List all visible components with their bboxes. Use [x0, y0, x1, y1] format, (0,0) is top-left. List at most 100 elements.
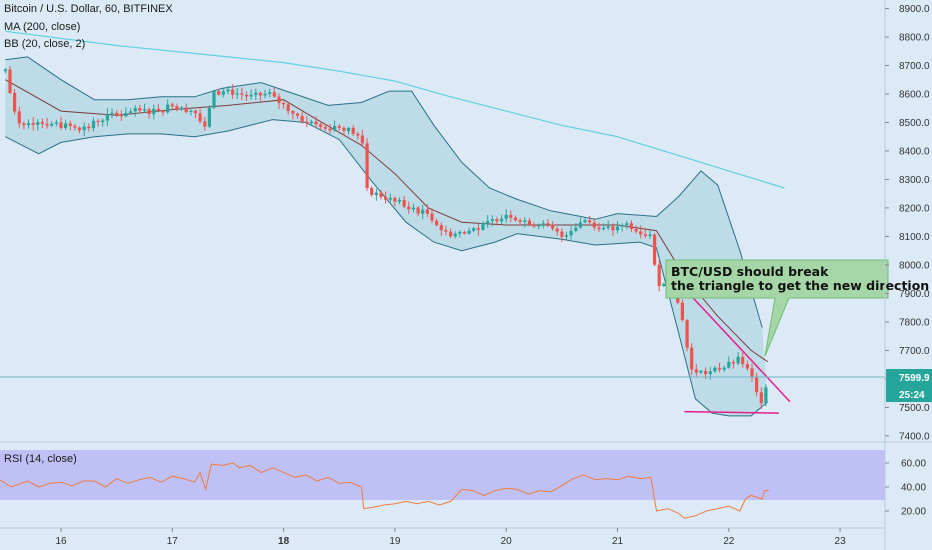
candle-body[interactable] [36, 122, 40, 125]
candle-body[interactable] [323, 127, 327, 129]
candle-body[interactable] [370, 188, 374, 195]
candle-body[interactable] [342, 127, 346, 131]
time-axis[interactable]: 16 17 18 19 20 21 22 23 [55, 528, 846, 547]
candle-body[interactable] [722, 367, 726, 370]
candle-body[interactable] [708, 371, 712, 375]
candle-body[interactable] [523, 220, 527, 222]
candle-body[interactable] [606, 226, 610, 228]
candle-body[interactable] [212, 91, 216, 108]
candle-body[interactable] [504, 214, 508, 219]
candle-body[interactable] [643, 234, 647, 236]
candle-body[interactable] [569, 231, 573, 236]
candle-body[interactable] [625, 223, 629, 225]
candle-body[interactable] [119, 114, 123, 117]
legend-rsi[interactable]: RSI (14, close) [4, 453, 77, 465]
candle-body[interactable] [444, 230, 448, 232]
candle-body[interactable] [161, 110, 165, 113]
candle-body[interactable] [634, 229, 638, 232]
candle-body[interactable] [425, 209, 429, 214]
candle-body[interactable] [560, 231, 564, 237]
candle-body[interactable] [50, 123, 54, 126]
candle-body[interactable] [685, 320, 689, 348]
candle-body[interactable] [657, 264, 661, 286]
candle-body[interactable] [96, 120, 100, 122]
candle-body[interactable] [602, 228, 606, 230]
candle-body[interactable] [759, 392, 763, 404]
rsi-axis[interactable]: 60.00 40.00 20.00 [885, 459, 926, 518]
candle-body[interactable] [8, 69, 12, 93]
candle-body[interactable] [764, 387, 768, 404]
candle-body[interactable] [13, 92, 17, 112]
candle-body[interactable] [68, 123, 72, 126]
candle-body[interactable] [476, 228, 480, 230]
candle-body[interactable] [180, 107, 184, 110]
candle-body[interactable] [207, 107, 211, 127]
candle-body[interactable] [156, 108, 160, 111]
candle-body[interactable] [653, 234, 657, 265]
candle-body[interactable] [384, 197, 388, 200]
candle-body[interactable] [101, 120, 105, 123]
candle-body[interactable] [741, 356, 745, 365]
candle-body[interactable] [282, 103, 286, 105]
candle-body[interactable] [231, 89, 235, 95]
candle-body[interactable] [583, 220, 587, 223]
candle-body[interactable] [407, 206, 411, 210]
candle-body[interactable] [439, 225, 443, 231]
candle-body[interactable] [286, 104, 290, 111]
candle-body[interactable] [513, 217, 518, 221]
candle-body[interactable] [588, 220, 592, 223]
candle-body[interactable] [541, 223, 545, 225]
candle-body[interactable] [611, 226, 615, 231]
candle-body[interactable] [592, 222, 596, 228]
candle-body[interactable] [110, 112, 114, 114]
candle-body[interactable] [430, 213, 434, 221]
candle-body[interactable] [133, 108, 137, 112]
candle-body[interactable] [462, 232, 467, 234]
price-axis[interactable]: 8900.0 8800.0 8700.0 8600.0 8500.0 8400.0 8300… [885, 4, 930, 442]
candle-body[interactable] [203, 121, 207, 127]
candle-body[interactable] [254, 92, 258, 95]
candle-body[interactable] [17, 111, 21, 124]
candle-body[interactable] [453, 233, 457, 237]
candle-body[interactable] [564, 235, 569, 237]
candle-body[interactable] [704, 370, 708, 375]
candle-body[interactable] [500, 218, 504, 222]
candle-body[interactable] [45, 123, 49, 126]
candle-body[interactable] [694, 369, 698, 373]
candle-body[interactable] [226, 89, 230, 92]
candle-body[interactable] [319, 124, 323, 127]
candle-body[interactable] [615, 226, 620, 231]
candle-body[interactable] [184, 107, 188, 113]
candle-body[interactable] [717, 367, 722, 370]
candle-body[interactable] [388, 198, 392, 200]
candle-body[interactable] [393, 198, 397, 202]
candle-body[interactable] [82, 126, 86, 131]
candle-body[interactable] [481, 223, 485, 230]
legend-symbol[interactable]: Bitcoin / U.S. Dollar, 60, BITFINEX [4, 3, 173, 15]
candle-body[interactable] [31, 123, 35, 125]
candle-body[interactable] [244, 94, 249, 97]
candle-body[interactable] [537, 225, 541, 227]
candle-body[interactable] [277, 96, 281, 103]
legend-ma[interactable]: MA (200, close) [4, 21, 80, 33]
candle-body[interactable] [620, 225, 624, 227]
candle-body[interactable] [166, 104, 170, 113]
candle-body[interactable] [59, 122, 63, 128]
candle-body[interactable] [458, 232, 462, 234]
candle-body[interactable] [346, 127, 351, 131]
candle-body[interactable] [129, 111, 133, 113]
candle-body[interactable] [472, 228, 476, 231]
candle-body[interactable] [217, 91, 221, 95]
candle-body[interactable] [435, 220, 439, 226]
candle-body[interactable] [360, 135, 364, 144]
candle-body[interactable] [731, 362, 735, 364]
candle-body[interactable] [736, 356, 740, 364]
candle-body[interactable] [421, 209, 425, 214]
candle-body[interactable] [527, 220, 531, 225]
candle-body[interactable] [750, 368, 754, 377]
candle-body[interactable] [699, 370, 703, 373]
candle-body[interactable] [152, 108, 156, 115]
candle-body[interactable] [305, 121, 309, 124]
candle-body[interactable] [337, 126, 341, 128]
candle-body[interactable] [295, 113, 300, 116]
